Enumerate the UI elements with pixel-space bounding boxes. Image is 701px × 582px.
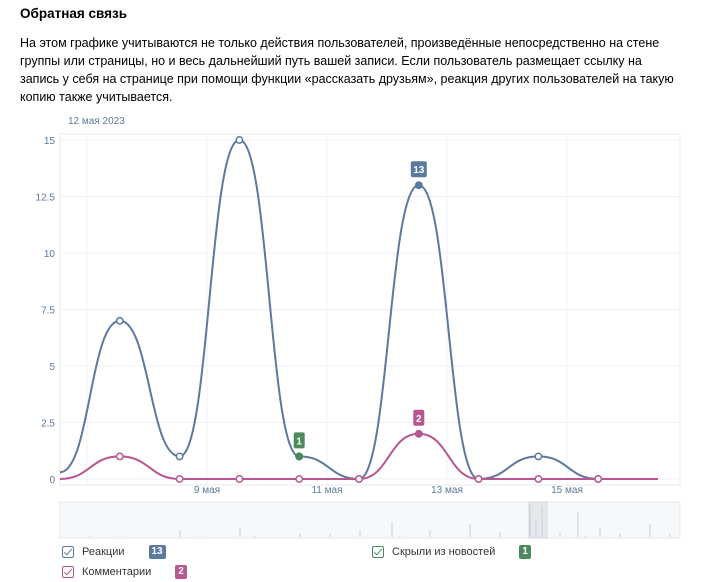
- x-tick-label: 9 мая: [194, 485, 220, 496]
- data-point: [115, 452, 124, 461]
- legend-count-badge: 2: [175, 565, 187, 579]
- legend-item[interactable]: Комментарии 2: [62, 565, 187, 579]
- y-tick-label: 7.5: [41, 306, 55, 317]
- data-point: [295, 475, 304, 483]
- legend-item[interactable]: Скрыли из новостей 1: [372, 545, 531, 559]
- data-point: [175, 475, 184, 483]
- data-label-badge: [413, 409, 425, 426]
- legend-checkbox[interactable]: [372, 546, 384, 558]
- legend-checkbox[interactable]: [62, 566, 74, 578]
- x-tick-label: 15 мая: [551, 485, 583, 496]
- data-label: 2: [416, 414, 422, 425]
- y-tick-label: 2.5: [41, 419, 55, 430]
- legend-label: Комментарии: [82, 566, 152, 578]
- data-point: [534, 475, 543, 483]
- data-label-badge: [293, 432, 305, 449]
- legend-item[interactable]: Реакции 13: [62, 545, 166, 559]
- y-tick-label: 15: [44, 136, 56, 147]
- data-point: [235, 475, 244, 483]
- data-label: 1: [296, 436, 302, 447]
- data-point: [175, 452, 184, 461]
- legend-label: Реакции: [82, 546, 125, 558]
- data-point: [355, 475, 363, 483]
- y-tick-label: 10: [44, 249, 56, 260]
- overview-selection: [528, 501, 548, 539]
- data-label: 13: [413, 165, 425, 176]
- data-point: [414, 429, 423, 438]
- y-tick-label: 12.5: [36, 193, 56, 204]
- data-point: [115, 316, 124, 325]
- data-label-badge: [410, 161, 427, 178]
- section-description: На этом графике учитываются не только де…: [20, 36, 674, 104]
- section-title: Обратная связь: [20, 6, 128, 21]
- overview-strip: [59, 501, 681, 539]
- series-line: [59, 432, 658, 480]
- data-point: [295, 452, 304, 461]
- x-tick-label: 13 мая: [431, 485, 463, 496]
- legend-count-badge: 1: [519, 545, 531, 559]
- date-label: 12 мая 2023: [68, 116, 125, 127]
- y-tick-label: 5: [49, 362, 55, 373]
- series-line: [59, 138, 658, 481]
- data-point: [534, 452, 543, 461]
- legend-label: Скрыли из новостей: [392, 546, 496, 558]
- data-point: [414, 181, 423, 190]
- legend-count-badge: 13: [148, 545, 166, 559]
- data-point: [235, 136, 244, 144]
- legend-checkbox[interactable]: [62, 546, 74, 558]
- data-point: [474, 475, 483, 483]
- data-point: [594, 475, 603, 483]
- x-tick-label: 11 мая: [311, 485, 342, 496]
- y-tick-label: 0: [49, 475, 55, 486]
